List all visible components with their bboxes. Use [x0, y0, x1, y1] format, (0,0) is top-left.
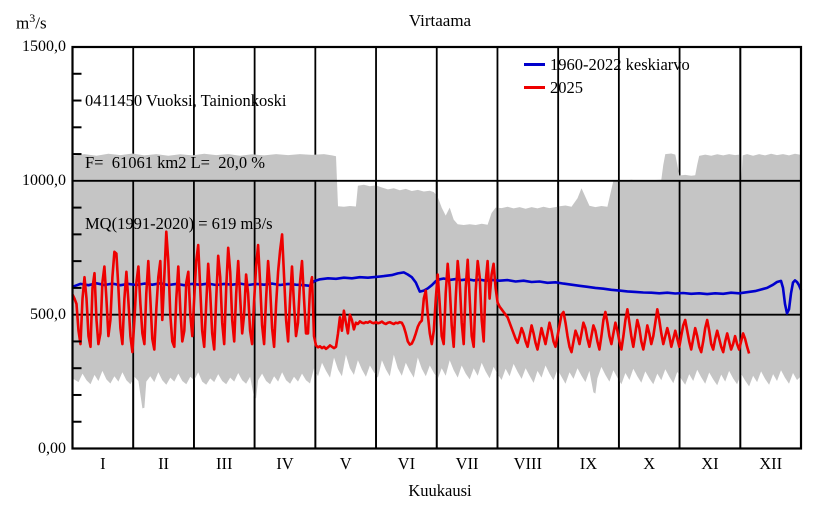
month-label-VIII: VIII [514, 454, 542, 473]
y-axis-minor-ticks [72, 72, 82, 423]
month-label-IX: IX [580, 454, 597, 473]
station-info-box: 0411450 Vuoksi, Tainionkoski F= 61061 km… [85, 50, 287, 276]
legend-label: 2025 [550, 77, 583, 97]
x-axis-title: Kuukausi [408, 481, 472, 500]
month-label-X: X [643, 454, 655, 473]
legend-label: 1960-2022 keskiarvo [550, 54, 690, 74]
legend-dash-icon [524, 86, 545, 89]
y-tick-label-0: 0,00 [38, 439, 66, 457]
month-label-III: III [216, 454, 232, 473]
month-label-I: I [100, 454, 106, 473]
month-label-IV: IV [276, 454, 293, 473]
plot-border [71, 45, 803, 450]
y-tick-label-500: 500,0 [30, 305, 66, 323]
y-tick-label-1500: 1500,0 [22, 38, 66, 55]
legend-row-current: 2025 [524, 76, 690, 99]
month-label-VI: VI [398, 454, 415, 473]
month-label-V: V [340, 454, 352, 473]
chart-title: Virtaama [408, 11, 472, 30]
month-label-II: II [158, 454, 169, 473]
station-info-line2: F= 61061 km2 L= 20,0 % [85, 152, 265, 172]
current-year-flow-line [71, 230, 751, 354]
legend-row-mean: 1960-2022 keskiarvo [524, 53, 690, 76]
station-info-line3: MQ(1991-2020) = 619 m3/s [85, 214, 273, 233]
y-tick-label-1000: 1000,0 [22, 171, 66, 189]
y-axis-unit-label: m3/s [16, 11, 47, 33]
legend-dash-icon [524, 63, 545, 66]
month-label-XI: XI [701, 454, 718, 473]
legend: 1960-2022 keskiarvo 2025 [524, 53, 690, 99]
station-info-line1: 0411450 Vuoksi, Tainionkoski [85, 91, 287, 110]
month-label-VII: VII [456, 454, 479, 473]
month-label-XII: XII [759, 454, 782, 473]
x-axis-month-labels: I II III IV V VI VII VIII IX X XI XII [100, 454, 782, 473]
